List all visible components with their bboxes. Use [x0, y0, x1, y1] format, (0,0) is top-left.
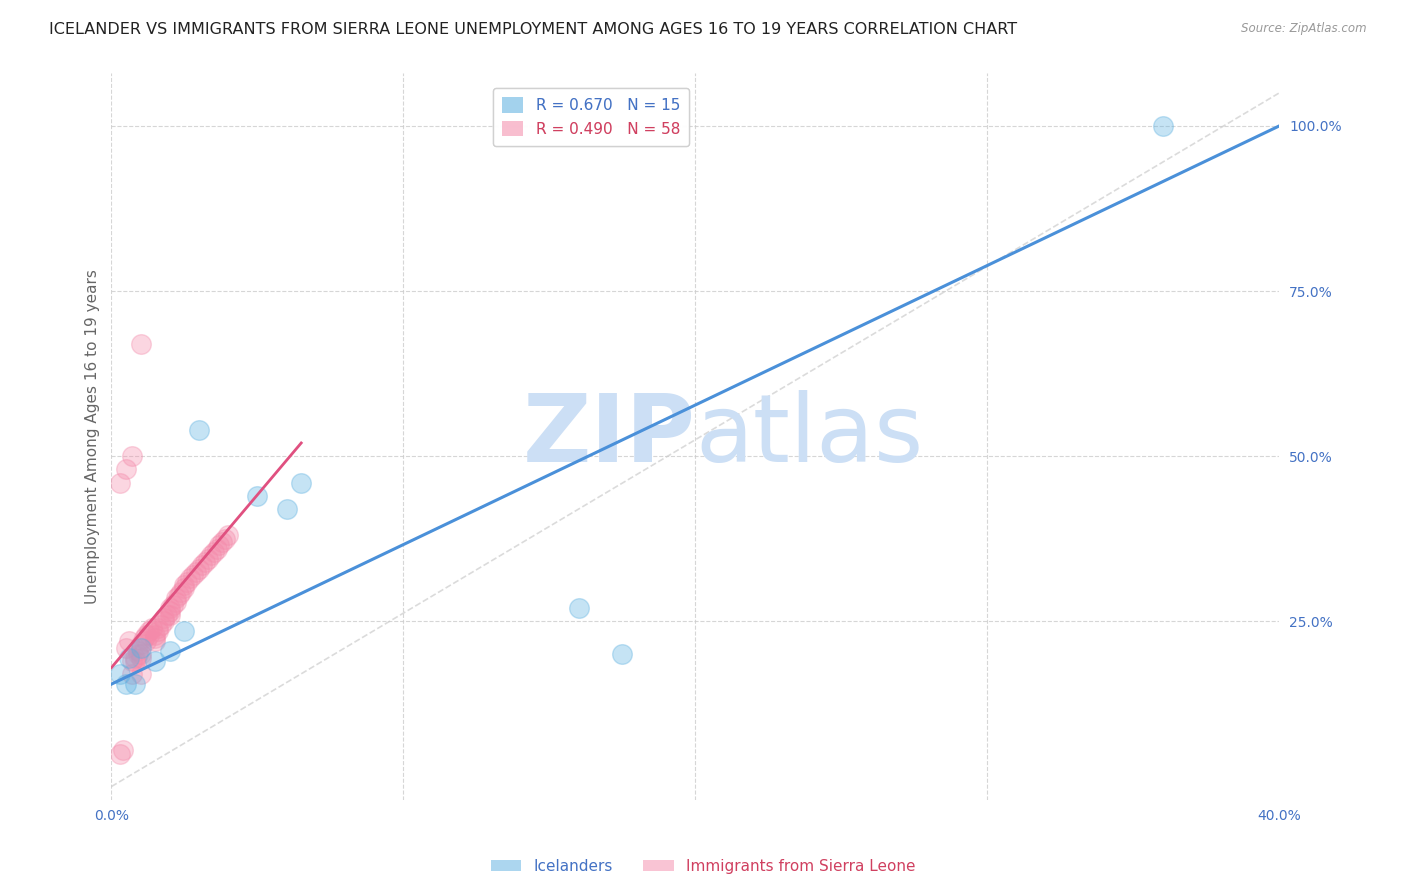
Point — [146, 621, 169, 635]
Point — [202, 545, 225, 559]
Point — [124, 654, 146, 668]
Point — [115, 462, 138, 476]
Point — [115, 640, 138, 655]
Point — [568, 601, 591, 615]
Point — [124, 677, 146, 691]
Point — [197, 551, 219, 566]
Point — [194, 555, 217, 569]
Point — [179, 571, 201, 585]
Point — [129, 640, 152, 655]
Point — [121, 667, 143, 681]
Point — [246, 489, 269, 503]
Point — [153, 611, 176, 625]
Point — [127, 644, 149, 658]
Text: atlas: atlas — [696, 391, 924, 483]
Text: Source: ZipAtlas.com: Source: ZipAtlas.com — [1241, 22, 1367, 36]
Point — [129, 638, 152, 652]
Point — [138, 624, 160, 639]
Point — [153, 615, 176, 629]
Point — [188, 561, 211, 575]
Point — [188, 423, 211, 437]
Point — [159, 604, 181, 618]
Point — [132, 631, 155, 645]
Point — [121, 449, 143, 463]
Point — [127, 648, 149, 662]
Point — [129, 648, 152, 662]
Point — [211, 535, 233, 549]
Point — [214, 532, 236, 546]
Legend: Icelanders, Immigrants from Sierra Leone: Icelanders, Immigrants from Sierra Leone — [485, 853, 921, 880]
Legend: R = 0.670   N = 15, R = 0.490   N = 58: R = 0.670 N = 15, R = 0.490 N = 58 — [494, 88, 689, 145]
Point — [143, 627, 166, 641]
Point — [135, 634, 157, 648]
Point — [205, 541, 228, 556]
Point — [217, 528, 239, 542]
Point — [208, 538, 231, 552]
Point — [124, 650, 146, 665]
Point — [162, 598, 184, 612]
Y-axis label: Unemployment Among Ages 16 to 19 years: Unemployment Among Ages 16 to 19 years — [86, 268, 100, 604]
Point — [1152, 119, 1174, 133]
Point — [141, 621, 163, 635]
Point — [165, 591, 187, 606]
Point — [165, 594, 187, 608]
Point — [143, 634, 166, 648]
Point — [138, 627, 160, 641]
Text: ZIP: ZIP — [523, 391, 696, 483]
Text: ICELANDER VS IMMIGRANTS FROM SIERRA LEONE UNEMPLOYMENT AMONG AGES 16 TO 19 YEARS: ICELANDER VS IMMIGRANTS FROM SIERRA LEON… — [49, 22, 1018, 37]
Point — [191, 558, 214, 573]
Point — [167, 588, 190, 602]
Point — [181, 568, 204, 582]
Point — [143, 631, 166, 645]
Point — [135, 627, 157, 641]
Point — [159, 644, 181, 658]
Point — [150, 617, 173, 632]
Point — [118, 634, 141, 648]
Point — [612, 648, 634, 662]
Point — [184, 565, 207, 579]
Point — [108, 667, 131, 681]
Point — [173, 582, 195, 596]
Point — [159, 607, 181, 622]
Point — [112, 743, 135, 757]
Point — [276, 502, 298, 516]
Point — [108, 475, 131, 490]
Point — [290, 475, 312, 490]
Point — [176, 574, 198, 589]
Point — [115, 677, 138, 691]
Point — [108, 747, 131, 761]
Point — [200, 549, 222, 563]
Point — [173, 578, 195, 592]
Point — [146, 624, 169, 639]
Point — [121, 654, 143, 668]
Point — [143, 654, 166, 668]
Point — [156, 607, 179, 622]
Point — [129, 667, 152, 681]
Point — [173, 624, 195, 639]
Point — [118, 650, 141, 665]
Point — [170, 584, 193, 599]
Point — [129, 337, 152, 351]
Point — [159, 601, 181, 615]
Point — [129, 650, 152, 665]
